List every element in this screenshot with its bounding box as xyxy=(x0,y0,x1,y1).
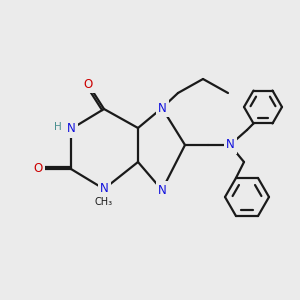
Text: CH₃: CH₃ xyxy=(95,197,113,207)
Text: N: N xyxy=(158,101,166,115)
Text: O: O xyxy=(83,77,93,91)
Text: N: N xyxy=(226,139,234,152)
Text: N: N xyxy=(158,184,166,196)
Text: O: O xyxy=(33,163,43,176)
Text: N: N xyxy=(100,182,108,196)
Text: N: N xyxy=(67,122,75,136)
Text: H: H xyxy=(54,122,62,132)
